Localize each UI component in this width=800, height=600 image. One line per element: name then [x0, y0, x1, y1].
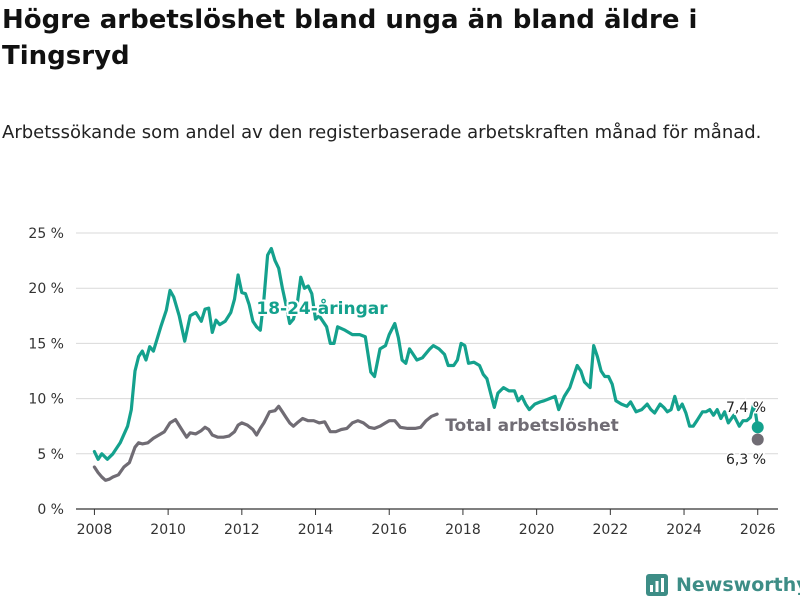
- x-tick-label: 2026: [740, 522, 776, 538]
- y-tick-label: 0 %: [37, 502, 64, 518]
- chart-title: Högre arbetslöshet bland unga än bland ä…: [2, 5, 698, 71]
- x-tick-label: 2018: [445, 522, 481, 538]
- x-tick-label: 2012: [224, 522, 260, 538]
- x-tick-label: 2014: [298, 522, 334, 538]
- end-value-label-youth: 7,4 %: [726, 400, 766, 416]
- x-tick-label: 2020: [519, 522, 555, 538]
- series-line-youth: [92, 246, 760, 461]
- series-label-youth: 18-24-åringar: [256, 297, 388, 319]
- x-tick-label: 2008: [77, 522, 113, 538]
- y-axis-tick-labels: 0 % 5 % 10 % 15 % 20 % 25 %: [28, 226, 64, 518]
- x-tick-label: 2016: [371, 522, 407, 538]
- chart-subtitle: Arbetssökande som andel av den registerb…: [2, 122, 762, 143]
- end-value-label-total: 6,3 %: [726, 452, 766, 468]
- end-point-total: [751, 433, 764, 446]
- end-point-youth: [751, 421, 764, 434]
- x-tick-label: 2010: [150, 522, 186, 538]
- brand-name: Newsworthy: [676, 574, 800, 596]
- y-tick-label: 20 %: [28, 281, 64, 297]
- series-line-total: [92, 404, 439, 482]
- x-tick-label: 2022: [593, 522, 629, 538]
- y-tick-label: 25 %: [28, 226, 64, 242]
- y-tick-label: 10 %: [28, 392, 64, 408]
- newsworthy-logo-icon: [646, 574, 668, 596]
- y-tick-label: 15 %: [28, 336, 64, 352]
- series-label-total: Total arbetslöshet: [445, 416, 619, 436]
- x-axis-ticks: 2008 2010 2012 2014 2016 2018 2020 2022 2024 2026: [77, 509, 776, 538]
- x-tick-label: 2024: [666, 522, 702, 538]
- brand: Newsworthy: [645, 570, 800, 600]
- y-tick-label: 5 %: [37, 447, 64, 463]
- gridlines: [76, 232, 778, 455]
